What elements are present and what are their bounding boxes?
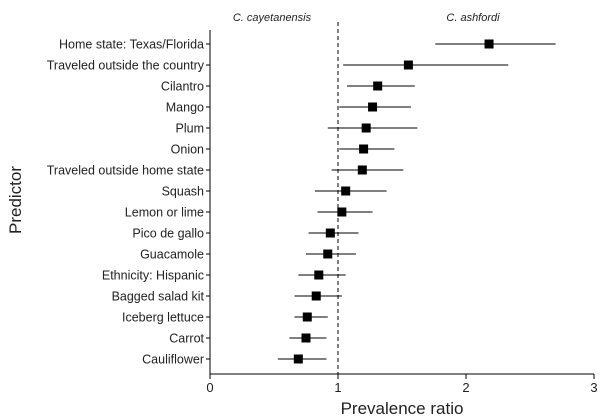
y-axis-title: Predictor [6,166,25,234]
predictor-label: Cilantro [161,80,204,94]
point-estimate [368,102,378,112]
x-tick-label: 0 [206,380,213,395]
x-tick-label: 1 [334,380,341,395]
point-estimate [337,207,347,217]
annotation-left: C. cayetanensis [233,12,312,24]
predictor-label: Ethnicity: Hispanic [102,269,204,283]
x-tick-label: 2 [462,380,469,395]
plot-area: C. cayetanensis C. ashfordi 0 1 2 3 Prevalence… [6,12,598,418]
point-estimate [311,291,321,301]
predictor-label: Mango [166,101,204,115]
x-tick-label: 3 [590,380,597,395]
point-estimate [361,123,371,133]
point-estimate [373,81,383,91]
predictor-label: Carrot [169,332,204,346]
predictor-label: Iceberg lettuce [122,311,204,325]
annotation-right: C. ashfordi [446,12,500,24]
point-estimate [484,39,494,49]
point-estimate [359,144,369,154]
point-estimate [293,354,303,364]
predictor-label: Plum [176,122,204,136]
point-estimate [301,333,311,343]
predictor-label: Traveled outside the country [47,59,205,73]
predictor-label: Onion [171,143,204,157]
predictor-label: Bagged salad kit [112,290,205,304]
point-estimate [323,249,333,259]
predictor-label: Home state: Texas/Florida [59,38,204,52]
predictor-label: Pico de gallo [132,227,204,241]
point-estimate [325,228,335,238]
point-estimate [357,165,367,175]
point-estimate [314,270,324,280]
predictor-label: Cauliflower [142,353,204,367]
point-estimate [341,186,351,196]
predictor-label: Guacamole [140,248,204,262]
x-axis-title: Prevalence ratio [341,399,464,418]
point-estimate [403,60,413,70]
point-estimate [302,312,312,322]
predictor-label: Squash [162,185,204,199]
predictor-label: Lemon or lime [125,206,204,220]
predictor-label: Traveled outside home state [47,164,204,178]
